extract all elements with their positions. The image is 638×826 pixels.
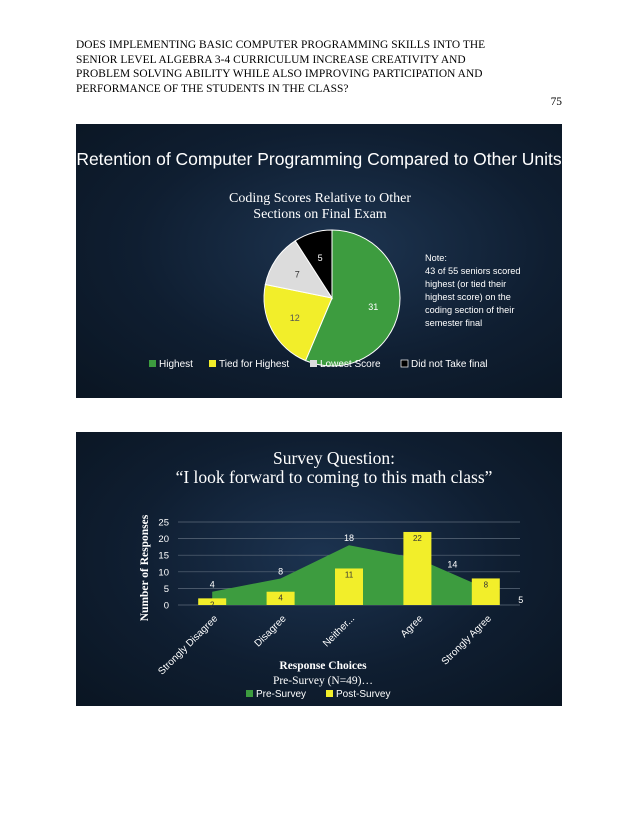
legend-label: Post-Survey	[336, 689, 390, 700]
survey-legend: Pre-Survey Post-Survey	[246, 689, 390, 700]
x-tick-label: Neither...	[321, 613, 357, 649]
pie-chart: Retention of Computer Programming Compar…	[76, 149, 562, 370]
legend-swatch	[209, 360, 216, 367]
legend-swatch	[246, 690, 253, 697]
slide-retention: Retention of Computer Programming Compar…	[76, 124, 562, 398]
pre-survey-data-label: 8	[278, 566, 283, 576]
pie-slice-tied-for-highest	[263, 283, 333, 362]
chart-title-line: Coding Scores Relative to Other	[229, 191, 411, 206]
pie-data-label: 31	[368, 302, 378, 312]
legend-swatch	[310, 360, 317, 367]
chart-caption: Pre-Survey (N=49)…	[273, 675, 373, 687]
post-survey-bar	[403, 531, 432, 605]
pie-data-label: 5	[318, 253, 323, 263]
legend-item: Highest	[149, 359, 193, 370]
post-survey-data-label: 8	[484, 580, 489, 589]
slide-survey: Survey Question: “I look forward to comi…	[76, 432, 562, 706]
post-survey-bars	[198, 531, 500, 605]
header-line: PERFORMANCE OF THE STUDENTS IN THE CLASS…	[76, 82, 349, 95]
note-line: 43 of 55 seniors scored	[425, 266, 521, 276]
pie-data-label: 7	[295, 270, 300, 280]
y-tick-label: 15	[158, 551, 169, 562]
post-survey-data-label: 2	[210, 600, 215, 609]
legend-swatch	[149, 360, 156, 367]
pie-slice-highest	[304, 229, 401, 367]
y-tick-label: 5	[164, 584, 169, 595]
y-tick-labels: 0 5 10 15 20 25	[158, 518, 169, 612]
data-labels: 4 8 18 14 5 2 4 11 22 8	[210, 533, 524, 609]
pie-data-label: 12	[290, 313, 300, 323]
post-survey-data-label: 11	[345, 570, 354, 579]
y-tick-label: 10	[158, 567, 169, 578]
y-tick-label: 20	[158, 534, 169, 545]
pie-data-labels: 31 12 7 5	[290, 253, 379, 323]
legend-label: Did not Take final	[411, 359, 488, 370]
post-survey-data-label: 4	[278, 594, 283, 603]
pre-survey-data-label: 4	[210, 580, 215, 590]
legend-item: Did not Take final	[400, 359, 488, 370]
slide-heading: Retention of Computer Programming Compar…	[76, 149, 562, 169]
legend-label: Tied for Highest	[219, 359, 289, 370]
legend-label: Lowest Score	[320, 359, 381, 370]
x-tick-label: Strongly Disagree	[156, 613, 220, 677]
pie-legend: Highest Tied for Highest Lowest Score Did n…	[149, 359, 488, 370]
post-survey-bar	[266, 591, 295, 605]
y-axis-label: Number of Responses	[139, 514, 151, 621]
pre-survey-data-label: 5	[518, 595, 523, 605]
legend-label: Highest	[159, 359, 193, 370]
note-line: highest score) on the	[425, 292, 511, 302]
note-box: Note: 43 of 55 seniors scored highest (o…	[425, 253, 521, 328]
header-line: DOES IMPLEMENTING BASIC COMPUTER PROGRAM…	[76, 39, 486, 51]
note-line: semester final	[425, 318, 482, 328]
y-tick-label: 25	[158, 518, 169, 529]
paper-running-header: DOES IMPLEMENTING BASIC COMPUTER PROGRAM…	[76, 38, 546, 96]
note-line: coding section of their	[425, 305, 514, 315]
pie-slice-did-not-take-final	[294, 229, 333, 300]
header-line: SENIOR LEVEL ALGEBRA 3-4 CURRICULUM INCR…	[76, 53, 466, 66]
legend-item: Pre-Survey	[246, 689, 306, 700]
x-tick-label: Strongly Agree	[440, 613, 494, 667]
pre-survey-data-label: 14	[447, 560, 457, 570]
legend-item: Tied for Highest	[209, 359, 289, 370]
legend-label: Pre-Survey	[256, 689, 306, 700]
x-axis-label: Response Choices	[279, 660, 367, 672]
legend-swatch	[400, 359, 409, 368]
legend-item: Lowest Score	[310, 359, 381, 370]
pie-slices	[263, 229, 401, 367]
y-tick-label: 0	[164, 601, 169, 612]
post-survey-bar	[335, 568, 363, 605]
legend-item: Post-Survey	[326, 689, 390, 700]
legend-swatch	[326, 690, 333, 697]
note-line: Note:	[425, 253, 447, 263]
x-tick-label: Disagree	[253, 613, 289, 649]
post-survey-data-label: 22	[413, 534, 422, 543]
note-line: highest (or tied their	[425, 279, 506, 289]
header-line: PROBLEM SOLVING ABILITY WHILE ALSO IMPRO…	[76, 68, 483, 81]
post-survey-bar	[198, 598, 227, 605]
survey-quote: “I look forward to coming to this math c…	[176, 467, 493, 487]
page-number: 75	[550, 96, 562, 108]
survey-chart: Survey Question: “I look forward to comi…	[139, 448, 524, 700]
post-survey-bar	[471, 578, 500, 605]
x-tick-label: Agree	[399, 613, 426, 640]
pre-survey-data-label: 18	[344, 533, 354, 543]
chart-title-line: Sections on Final Exam	[253, 207, 386, 222]
slide-heading: Survey Question:	[273, 448, 395, 468]
